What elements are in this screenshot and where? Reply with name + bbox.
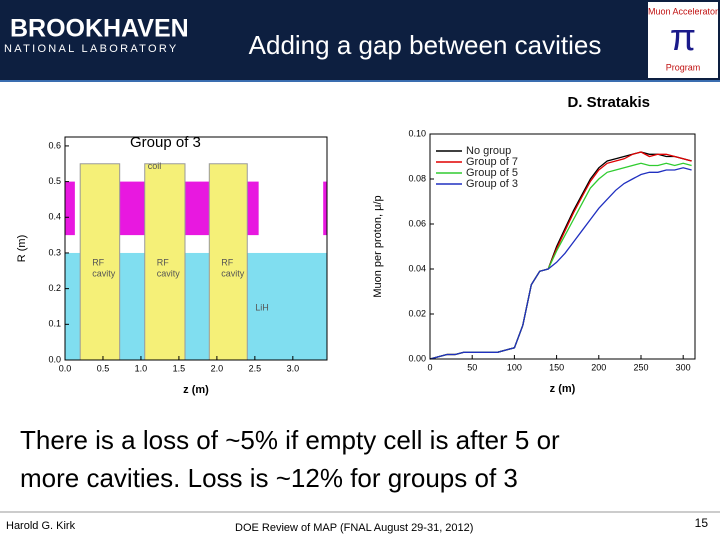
x-tick-label: 3.0 [287, 363, 300, 373]
y-tick-label: 0.02 [408, 308, 426, 318]
coil [65, 181, 75, 236]
page-number: 15 [695, 516, 709, 530]
y-tick-label: 0.10 [408, 128, 426, 138]
y-tick-label: 0.4 [48, 212, 61, 222]
y-tick-label: 0.1 [48, 319, 61, 329]
x-tick-label: 100 [507, 362, 522, 372]
legend-label: Group of 3 [466, 178, 518, 190]
coil-label: coil [148, 161, 162, 171]
x-tick-label: 2.5 [249, 363, 262, 373]
x-tick-label: 300 [676, 362, 691, 372]
annotation: Group of 3 [130, 134, 201, 151]
x-tick-label: 250 [633, 362, 648, 372]
rf-cavity [144, 163, 186, 361]
cavity-label: RF [221, 257, 233, 267]
logo-sub: NATIONAL LABORATORY [4, 43, 179, 55]
coil [323, 181, 327, 236]
cavity-label: cavity [221, 268, 245, 278]
cavity-label: RF [157, 257, 169, 267]
absorber-label: LiH [255, 303, 269, 313]
y-tick-label: 0.6 [48, 140, 61, 150]
x-tick-label: 0.0 [59, 363, 72, 373]
plot-frame [429, 133, 696, 360]
footer-event: DOE Review of MAP (FNAL August 29-31, 20… [235, 522, 473, 534]
x-axis-label: z (m) [550, 383, 576, 395]
badge-bottom: Program [666, 62, 701, 72]
rf-cavity [208, 163, 248, 361]
badge-symbol: π [670, 17, 696, 59]
cavity-label: cavity [157, 268, 181, 278]
coil [247, 181, 259, 236]
slide-title: Adding a gap between cavities [249, 30, 602, 60]
x-tick-label: 2.0 [211, 363, 224, 373]
badge-top: Muon Accelerator [648, 6, 718, 16]
rf-cavity [79, 163, 121, 361]
legend-label: Group of 7 [466, 156, 518, 168]
y-tick-label: 0.0 [48, 354, 61, 364]
x-tick-label: 1.0 [135, 363, 148, 373]
y-tick-label: 0.04 [408, 263, 426, 273]
logo-name: BROOKHAVEN [10, 15, 189, 43]
y-tick-label: 0.5 [48, 176, 61, 186]
series-line [429, 162, 692, 360]
cavity-label: cavity [92, 268, 116, 278]
y-axis-label: R (m) [16, 235, 28, 263]
x-axis-label: z (m) [183, 384, 209, 396]
y-tick-label: 0.00 [408, 353, 426, 363]
footer-presenter: Harold G. Kirk [6, 520, 76, 532]
y-tick-label: 0.2 [48, 283, 61, 293]
x-tick-label: 50 [467, 362, 477, 372]
series-line [429, 167, 692, 360]
coil [119, 181, 145, 236]
body-line: more cavities. Loss is ~12% for groups o… [20, 463, 518, 493]
y-tick-label: 0.3 [48, 247, 61, 257]
y-tick-label: 0.08 [408, 173, 426, 183]
x-tick-label: 0 [427, 362, 432, 372]
x-tick-label: 150 [549, 362, 564, 372]
legend-label: Group of 5 [466, 167, 518, 179]
header-bar [0, 0, 720, 80]
x-tick-label: 1.5 [173, 363, 186, 373]
cavity-label: RF [92, 257, 104, 267]
x-tick-label: 0.5 [97, 363, 110, 373]
y-tick-label: 0.06 [408, 218, 426, 228]
badge-box [648, 2, 718, 78]
body-line: There is a loss of ~5% if empty cell is … [20, 425, 560, 455]
author: D. Stratakis [567, 94, 650, 111]
legend-label: No group [466, 145, 511, 157]
y-axis-label: Muon per proton, μ/p [372, 195, 384, 297]
plot-frame [64, 136, 328, 361]
x-tick-label: 200 [591, 362, 606, 372]
coil [184, 181, 210, 236]
